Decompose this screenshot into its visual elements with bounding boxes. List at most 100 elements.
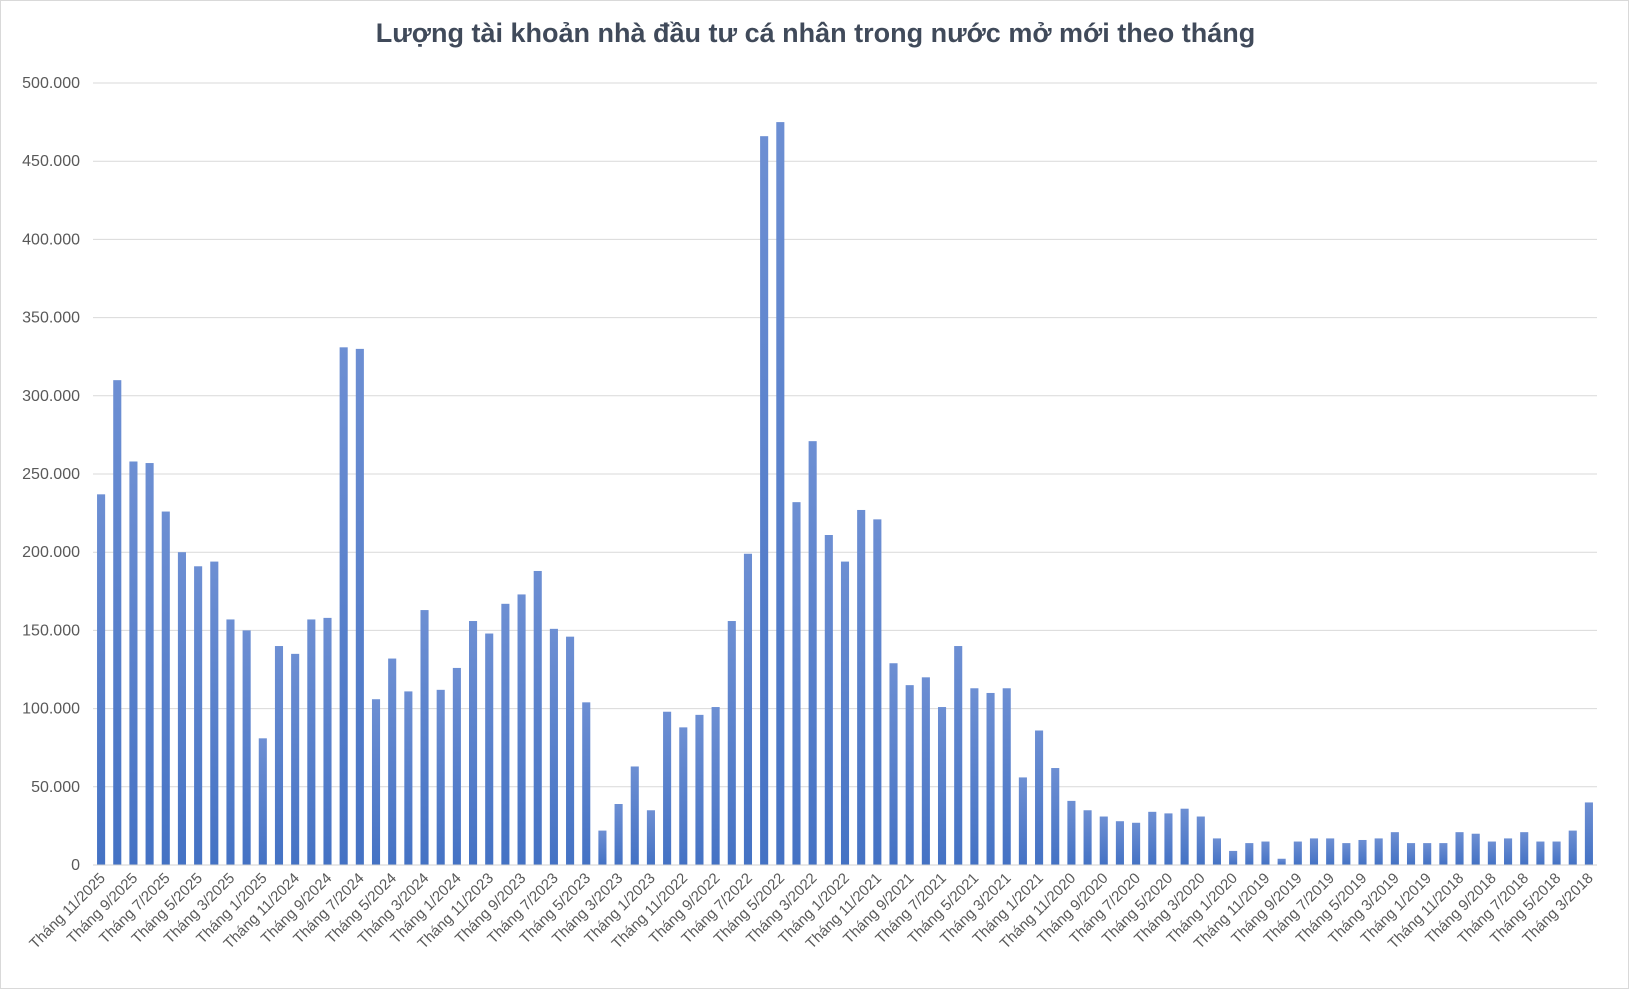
bar: [1439, 843, 1448, 865]
bar: [1018, 777, 1027, 865]
y-tick-label: 500.000: [22, 75, 80, 92]
bar: [646, 810, 655, 865]
bar: [1132, 822, 1141, 865]
bar: [1245, 843, 1254, 865]
bar: [1358, 839, 1367, 865]
bar: [242, 630, 251, 865]
bar: [549, 628, 558, 865]
bar: [711, 707, 720, 865]
y-tick-label: 250.000: [22, 466, 80, 483]
bar: [598, 830, 607, 865]
bar: [1504, 838, 1513, 865]
bar: [970, 688, 979, 865]
bar: [1342, 843, 1351, 865]
bar: [1552, 841, 1561, 865]
bar: [177, 552, 186, 865]
bar: [921, 677, 930, 865]
chart-title: Lượng tài khoản nhà đầu tư cá nhân trong…: [375, 18, 1256, 48]
bar: [1196, 816, 1205, 865]
bar: [1180, 808, 1189, 865]
bar: [1148, 811, 1157, 865]
bar: [517, 594, 526, 865]
bar: [339, 347, 348, 865]
y-tick-label: 450.000: [22, 153, 80, 170]
bar: [1212, 838, 1221, 865]
bar: [1536, 841, 1545, 865]
bar: [840, 561, 850, 865]
bar: [371, 699, 381, 865]
bar: [226, 619, 235, 865]
bar-series: [97, 122, 1593, 866]
y-tick-label: 0: [71, 857, 80, 874]
bar: [1002, 688, 1011, 865]
bar: [1520, 832, 1529, 865]
bar: [1471, 833, 1480, 865]
bar: [679, 727, 688, 865]
y-tick-label: 50.000: [31, 779, 80, 796]
bar: [1326, 838, 1335, 865]
bar: [1035, 730, 1044, 865]
bar: [695, 714, 704, 865]
bar: [194, 566, 203, 865]
bar: [436, 689, 445, 865]
bar: [145, 463, 154, 865]
bar: [1277, 858, 1286, 865]
bar: [1568, 830, 1577, 865]
bar: [889, 663, 898, 865]
bar: [857, 509, 866, 865]
y-axis-ticks: 0 50.000 100.000 150.000 200.000 250.000 300.0…: [22, 75, 80, 874]
bar: [792, 502, 801, 865]
bar: [743, 553, 753, 865]
bar: [582, 702, 591, 865]
bar: [97, 494, 106, 865]
bar: [824, 535, 833, 865]
bar: [760, 136, 769, 865]
bar: [1067, 800, 1076, 865]
bar: [258, 738, 267, 865]
bar: [469, 621, 478, 865]
y-tick-label: 200.000: [22, 544, 80, 561]
bar: [776, 122, 785, 866]
y-tick-label: 100.000: [22, 701, 80, 718]
bar: [937, 707, 947, 865]
bar: [1455, 832, 1464, 865]
bar: [873, 519, 882, 865]
bar: [727, 621, 736, 865]
bar: [1083, 810, 1092, 865]
y-tick-label: 150.000: [22, 622, 80, 639]
bar: [1309, 838, 1319, 865]
bar: [129, 461, 138, 865]
y-tick-label: 350.000: [22, 310, 80, 327]
bar: [113, 380, 122, 865]
bar: [291, 653, 300, 865]
bar: [614, 804, 623, 865]
y-tick-label: 300.000: [22, 388, 80, 405]
bar: [501, 603, 510, 865]
bar: [388, 658, 397, 865]
bar: [566, 636, 575, 865]
bar: [1487, 841, 1496, 865]
bar: [420, 610, 429, 865]
bar: [533, 570, 542, 865]
bar: [161, 511, 170, 865]
bar: [986, 692, 995, 865]
bar: [663, 711, 672, 865]
bar: [1390, 832, 1399, 865]
bar: [1374, 838, 1383, 865]
bar: [1584, 802, 1593, 865]
bar: [1261, 841, 1270, 865]
bar: [1423, 843, 1432, 865]
bar: [630, 766, 639, 865]
bar: [905, 685, 914, 865]
bar: [274, 646, 284, 865]
bar: [323, 617, 332, 865]
bar: [808, 441, 817, 865]
bar: [355, 348, 364, 865]
bar: [1099, 816, 1108, 865]
bar: [954, 646, 963, 865]
bar: [485, 633, 494, 865]
bar: [307, 619, 316, 865]
bar: [404, 691, 413, 865]
